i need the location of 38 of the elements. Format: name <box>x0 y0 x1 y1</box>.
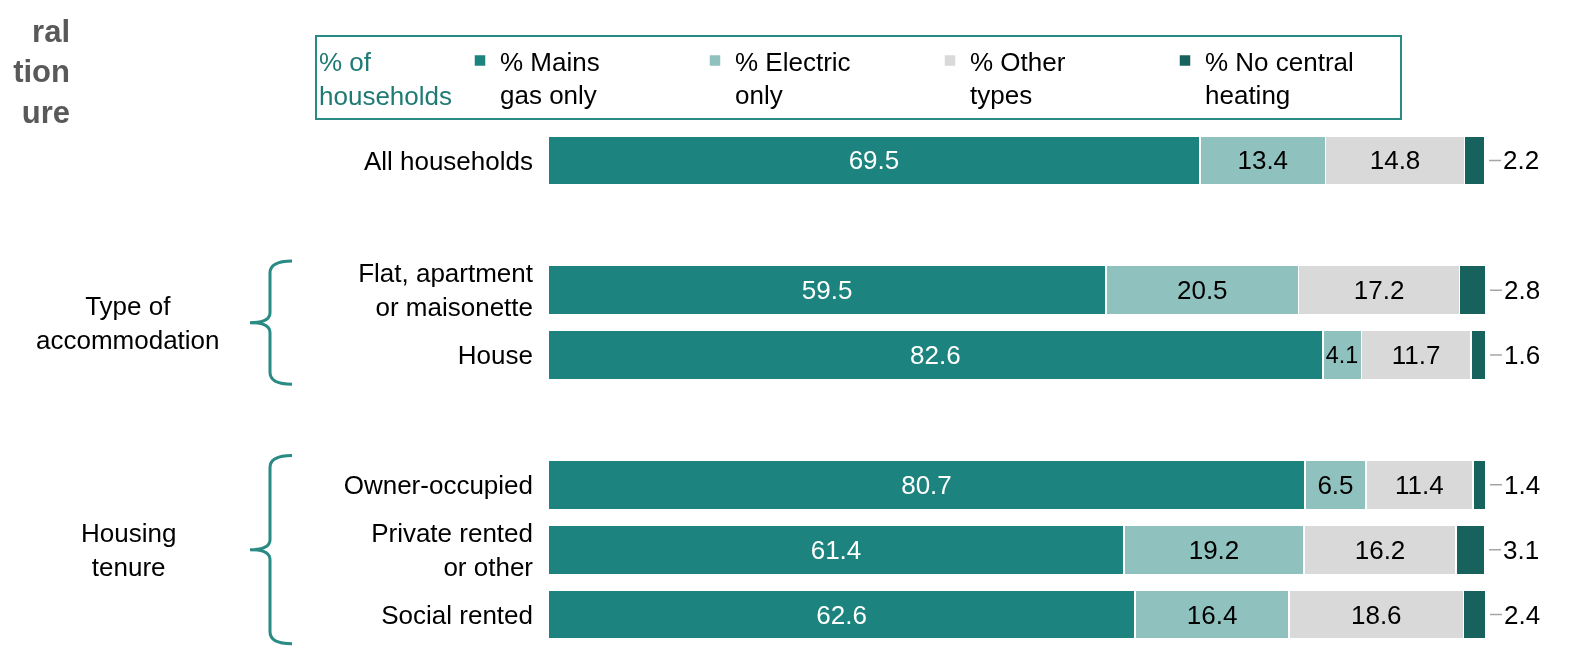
y-tick-label: Private rented or other <box>371 517 534 582</box>
data-label: 18.6 <box>1350 599 1402 630</box>
data-label: 13.4 <box>1237 145 1289 176</box>
legend-label: % Other types <box>970 46 1066 111</box>
data-label: 62.6 <box>816 599 867 630</box>
y-tick-label: All households <box>363 145 533 176</box>
data-label: 20.5 <box>1176 275 1228 306</box>
legend-label: % Electric only <box>735 46 851 111</box>
data-label: 61.4 <box>810 534 862 565</box>
data-label: 4.1 <box>1325 342 1359 369</box>
legend-title: % of households <box>319 46 452 111</box>
data-label: 80.7 <box>901 469 952 500</box>
data-label: 11.4 <box>1395 469 1444 500</box>
y-tick-label: Owner-occupied <box>343 469 533 500</box>
data-label: 19.2 <box>1188 534 1240 565</box>
data-label: 17.2 <box>1353 275 1405 306</box>
text: ral tion ure <box>13 14 70 130</box>
y-tick-label: Social rented <box>381 599 533 630</box>
text: Type of accommodation <box>36 291 220 355</box>
data-label: 2.4 <box>1504 600 1541 630</box>
data-label: 16.2 <box>1354 534 1406 565</box>
text: Housing tenure <box>81 518 177 582</box>
legend-label: % Mains gas only <box>500 46 600 111</box>
data-label: 11.7 <box>1391 340 1441 371</box>
data-label: 2.8 <box>1504 275 1541 305</box>
data-label: 2.2 <box>1503 145 1540 175</box>
y-tick-label: Flat, apartment or maisonette <box>358 258 534 323</box>
data-label: 1.6 <box>1504 340 1541 370</box>
data-label: 1.4 <box>1504 470 1541 500</box>
data-label: 3.1 <box>1503 535 1540 565</box>
y-tick-label: House <box>457 340 533 371</box>
data-label: 59.5 <box>801 275 853 306</box>
data-label: 6.5 <box>1317 469 1354 500</box>
data-label: 82.6 <box>910 340 961 371</box>
data-label: 14.8 <box>1369 145 1421 176</box>
data-label: 16.4 <box>1186 599 1238 630</box>
data-label: 69.5 <box>848 145 900 176</box>
legend-label: % No central heating <box>1205 46 1354 111</box>
